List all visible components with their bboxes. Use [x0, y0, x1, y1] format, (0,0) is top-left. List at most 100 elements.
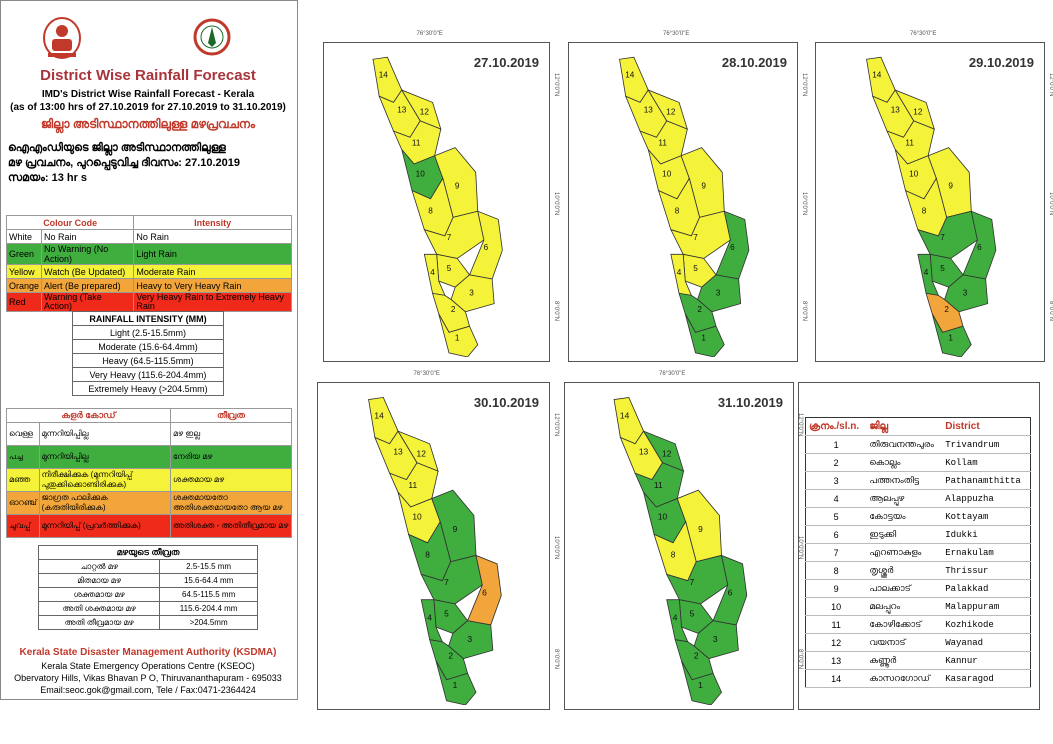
district-n: 2 [805, 453, 867, 472]
district-5-label: 5 [940, 264, 945, 273]
district-n: 1 [805, 435, 867, 454]
district-9-label: 9 [455, 182, 460, 191]
district-12-label: 12 [420, 108, 430, 117]
ml-intensity-value: 115.6-204.4 mm [159, 601, 258, 616]
map-panel: 30.10.2019 76°30'0"E 12°0'0"N 10°0'0"N 8°0'0… [317, 371, 559, 710]
ml-colour-code-intensity: നേരിയ മഴ [170, 445, 292, 469]
map-date: 31.10.2019 [717, 395, 783, 410]
district-ml: കൊല്ലം [866, 453, 943, 472]
district-8-label: 8 [922, 206, 927, 215]
district-ml: കോഴിക്കോട് [866, 615, 943, 634]
district-ml: എറണാകുളം [866, 543, 943, 562]
district-row: 2 കൊല്ലം Kollam [805, 453, 1031, 472]
district-ml: വയനാട് [866, 633, 943, 652]
ml-intensity-value: 15.6-64.4 mm [159, 573, 258, 588]
colour-code-row: Orange Alert (Be prepared) Heavy to Very H… [5, 278, 292, 293]
malayalam-line-2: മഴ പ്രവചനം, പുറപ്പെടുവിച്ച ദിവസം: 27.10.… [8, 157, 241, 169]
footer-line-2: Obervatory Hills, Vikas Bhavan P O, Thir… [14, 673, 282, 683]
district-row: 1 തിരുവനന്തപുരം Trivandrum [805, 435, 1031, 454]
latitude-tick: 10°0'0"N [1048, 192, 1053, 216]
info-panel: District Wise Rainfall Forecast IMD's Di… [0, 0, 298, 700]
district-list-panel: ക്രനം./sl.n. ജില്ല District 1 തിരുവനന്തപുരം… [798, 382, 1040, 710]
district-en: Idukki [942, 525, 1031, 544]
district-12-label: 12 [417, 448, 427, 458]
latitude-tick: 8°0'0"N [553, 649, 559, 670]
longitude-tick: 76°30'0"E [910, 31, 937, 37]
malayalam-line-1: ഐഎംഡിയുടെ ജില്ലാ അടിസ്ഥാനത്തിലുള്ള [8, 142, 226, 154]
ml-colour-code-code: മുന്നറിയിപ്പ് (പ്രവർത്തിക്കുക) [38, 514, 172, 538]
district-ml: കാസറഗോഡ് [866, 669, 943, 688]
ml-colour-code-row: ഓറഞ്ച് ജാഗ്രത പാലിക്കുക (കരുതിയിരിക്കുക) ശ… [6, 491, 292, 515]
ml-colour-code-colour: മഞ്ഞ [6, 468, 40, 492]
ml-intensity-value: >204.5mm [159, 615, 258, 630]
latitude-tick: 12°0'0"N [801, 73, 807, 97]
kerala-district-map: 14 13 12 11 10 9 8 7 6 5 4 3 2 1 [866, 56, 997, 357]
map-panel: 29.10.2019 76°30'0"E 12°0'0"N 10°0'0"N 8°0'0… [815, 31, 1053, 362]
map-panel: 31.10.2019 76°30'0"E 12°0'0"N 10°0'0"N 8°0'0… [564, 371, 803, 710]
district-5-label: 5 [447, 264, 452, 273]
ml-colour-code-row: മഞ്ഞ നിരീക്ഷിക്കുക (മുന്നറിയിപ്പ് പുതുക്ക… [6, 468, 292, 492]
colour-code-row: White No Rain No Rain [5, 229, 292, 244]
district-n: 7 [805, 543, 867, 562]
district-4-label: 4 [430, 268, 435, 277]
district-10-label: 10 [909, 169, 919, 178]
ml-colour-code-colour: പച്ച [6, 445, 40, 469]
district-12-label: 12 [662, 448, 672, 458]
rainfall-intensity-row: Light (2.5-15.5mm) [72, 325, 224, 340]
intensity-header: Intensity [133, 215, 292, 230]
district-5-label: 5 [693, 264, 698, 273]
district-n: 11 [805, 615, 867, 634]
ml-colour-code-row: ചുവപ്പ് മുന്നറിയിപ്പ് (പ്രവർത്തിക്കുക) അതി… [6, 514, 292, 538]
district-row: 9 പാലക്കാട് Palakkad [805, 579, 1031, 598]
kerala-emblem-icon [43, 17, 81, 59]
district-en: Kozhikode [942, 615, 1031, 634]
kerala-district-map: 14 13 12 11 10 9 8 7 6 5 4 3 2 1 [368, 396, 502, 705]
ml-colour-code-code: മുന്നറിയിപ്പില്ല [38, 445, 172, 469]
district-8-label: 8 [671, 550, 676, 560]
district-10-label: 10 [412, 512, 422, 522]
district-9-label: 9 [948, 182, 953, 191]
district-4-region [420, 599, 443, 643]
map-panel: 28.10.2019 76°30'0"E 12°0'0"N 10°0'0"N 8°0'0… [568, 31, 807, 362]
map-date: 30.10.2019 [473, 395, 539, 410]
ml-colour-code-intensity: മഴ ഇല്ല [170, 422, 292, 446]
colour-code-colour: Green [5, 243, 43, 265]
dl-header-en: District [942, 417, 1031, 436]
ml-intensity-row: ചാറ്റൽ മഴ 2.5-15.5 mm [37, 559, 258, 574]
ml-intensity-label: മിതമായ മഴ [37, 573, 161, 588]
district-2-label: 2 [944, 305, 949, 314]
rainfall-intensity-row: Moderate (15.6-64.4mm) [72, 339, 224, 354]
district-row: 10 മലപ്പുറം Malappuram [805, 597, 1031, 616]
rainfall-intensity-table: RAINFALL INTENSITY (MM) Light (2.5-15.5m… [72, 311, 224, 396]
rainfall-intensity-cell: Light (2.5-15.5mm) [72, 325, 224, 340]
district-8-label: 8 [675, 206, 680, 215]
ml-intensity-value: 2.5-15.5 mm [159, 559, 258, 574]
district-en: Ernakulam [942, 543, 1031, 562]
district-1-region [435, 660, 477, 705]
ml-colour-code-intensity: ശക്തമായ മഴ [170, 468, 292, 492]
ml-colour-code-intensity: ശക്തമായതോ അതിശക്തമായതോ ആയ മഴ [170, 491, 292, 515]
district-row: 13 കണ്ണൂർ Kannur [805, 651, 1031, 670]
district-12-label: 12 [913, 108, 923, 117]
district-5-label: 5 [444, 609, 449, 619]
district-7-label: 7 [444, 577, 449, 587]
ml-colour-code-colour: വെള്ള [6, 422, 40, 446]
district-3-label: 3 [469, 288, 474, 297]
district-9-label: 9 [453, 524, 458, 534]
district-6-label: 6 [730, 243, 735, 252]
colour-code-code: Warning (Take Action) [41, 292, 135, 312]
district-13-label: 13 [397, 106, 407, 115]
district-en: Kottayam [942, 507, 1031, 526]
colour-code-code: No Warning (No Action) [41, 243, 135, 265]
rainfall-intensity-cell: Very Heavy (115.6-204.4mm) [72, 367, 224, 382]
district-14-region [613, 396, 645, 445]
district-11-label: 11 [905, 139, 914, 148]
district-n: 3 [805, 471, 867, 490]
latitude-tick: 8°0'0"N [1048, 301, 1053, 322]
ml-intensity-header: തീവ്രത [170, 408, 292, 423]
district-5-label: 5 [690, 609, 695, 619]
subtitle-2: (as of 13:00 hrs of 27.10.2019 for 27.10… [10, 102, 286, 113]
ml-intensity-label: ചാറ്റൽ മഴ [37, 559, 161, 574]
latitude-tick: 10°0'0"N [553, 536, 559, 560]
district-3-label: 3 [716, 288, 721, 297]
